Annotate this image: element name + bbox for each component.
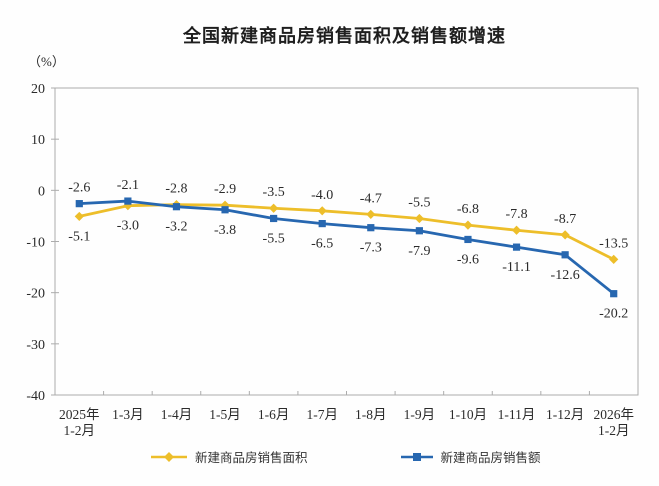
- marker-diamond-icon: [317, 206, 327, 216]
- marker-square-icon: [270, 214, 278, 223]
- y-tick-label: 20: [31, 82, 45, 97]
- data-label-sales-area: -4.7: [360, 191, 382, 206]
- data-label-sales-amount: -2.6: [68, 181, 90, 196]
- legend-label-sales-area: 新建商品房销售面积: [195, 451, 308, 465]
- marker-square-icon: [221, 206, 229, 214]
- marker-square-icon: [464, 235, 472, 244]
- marker-square-icon: [610, 290, 618, 298]
- marker-diamond-icon: [560, 230, 570, 240]
- marker-diamond-icon: [366, 209, 376, 219]
- x-tick-label: 1-4月: [161, 407, 193, 422]
- data-label-sales-area: -7.8: [505, 207, 527, 222]
- data-label-sales-area: -4.0: [311, 188, 333, 203]
- y-tick-label: -30: [26, 338, 45, 353]
- marker-diamond-icon: [463, 220, 473, 230]
- y-tick-label: 10: [31, 133, 45, 148]
- x-tick-label: 1-5月: [209, 407, 241, 422]
- legend-label-sales-amount: 新建商品房销售额: [440, 451, 541, 465]
- legend-item-sales-area: 新建商品房销售面积: [150, 447, 308, 466]
- marker-square-icon: [124, 197, 132, 205]
- data-label-sales-amount: -9.6: [457, 252, 479, 267]
- y-tick-label: -40: [26, 389, 45, 404]
- data-label-sales-amount: -3.8: [214, 223, 236, 238]
- x-axis: 2025年 1-2月 1-3月 1-4月 1-5月 1-6月 1-7月 1-8月 1-9月 1-1…: [59, 391, 634, 438]
- marker-square-icon: [561, 251, 569, 259]
- x-tick-label: 1-6月: [258, 407, 290, 422]
- x-tick-label: 1-8月: [355, 407, 387, 422]
- legend-blue-line-square-icon: [400, 452, 433, 461]
- x-tick-label: 1-7月: [306, 407, 338, 422]
- data-label-sales-amount: -7.9: [408, 244, 430, 259]
- marker-diamond-icon: [511, 225, 522, 235]
- data-label-sales-amount: -20.2: [599, 307, 628, 322]
- y-tick-label: -20: [26, 287, 45, 302]
- data-label-sales-area: -5.5: [408, 195, 430, 210]
- data-label-sales-area: -8.7: [554, 212, 576, 227]
- data-label-sales-area: -6.8: [457, 202, 479, 217]
- marker-diamond-icon: [414, 213, 424, 224]
- marker-diamond-icon: [269, 203, 279, 213]
- data-label-sales-area: -2.8: [165, 182, 187, 197]
- data-label-sales-amount: -2.1: [117, 178, 139, 193]
- series-sales-amount: -2.6 -2.1 -3.2 -3.8 -5.5 -6.5 -7.3 -7.9 -9.6 -11.…: [68, 178, 628, 322]
- y-axis-unit-label: （%）: [28, 54, 65, 69]
- x-tick-label: 1-3月: [112, 407, 144, 422]
- x-tick-label: 1-9月: [404, 407, 436, 422]
- data-label-sales-amount: -6.5: [311, 237, 333, 252]
- x-tick-label: 1-11月: [498, 407, 536, 422]
- chart-legend: 新建商品房销售面积 新建商品房销售额: [150, 447, 541, 466]
- legend-item-sales-amount: 新建商品房销售额: [400, 447, 541, 466]
- data-label-sales-area: -3.5: [263, 185, 285, 200]
- data-label-sales-amount: -3.2: [165, 220, 187, 235]
- data-label-sales-amount: -11.1: [502, 260, 531, 275]
- marker-square-icon: [367, 224, 375, 232]
- data-label-sales-amount: -12.6: [551, 268, 580, 283]
- marker-square-icon: [415, 227, 423, 235]
- marker-diamond-icon: [74, 211, 84, 222]
- marker-square-icon: [318, 219, 326, 228]
- x-tick-label: 1-12月: [546, 407, 584, 422]
- marker-square-icon: [172, 203, 181, 211]
- data-label-sales-amount: -7.3: [360, 241, 382, 256]
- plot-frame: [54, 87, 639, 396]
- x-tick-label: 1-10月: [449, 407, 487, 422]
- legend-yellow-line-diamond-icon: [151, 451, 187, 462]
- data-label-sales-amount: -5.5: [263, 231, 285, 246]
- chart-title: 全国新建商品房销售面积及销售额增速: [183, 26, 506, 46]
- y-axis: 20 10 0 -10 -20 -30 -40: [26, 82, 59, 404]
- marker-diamond-icon: [609, 254, 619, 265]
- data-label-sales-area: -2.9: [214, 182, 236, 197]
- marker-square-icon: [512, 243, 521, 251]
- data-label-sales-area: -3.0: [117, 219, 139, 234]
- marker-square-icon: [75, 200, 83, 208]
- x-tick-label: 2026年 1-2月: [593, 407, 634, 438]
- data-label-sales-area: -5.1: [68, 229, 90, 244]
- series-line-sales-amount: [77, 199, 616, 296]
- y-tick-label: 0: [38, 184, 45, 199]
- data-label-sales-area: -13.5: [599, 236, 628, 251]
- y-tick-label: -10: [26, 236, 45, 251]
- x-tick-label: 2025年 1-2月: [59, 407, 100, 438]
